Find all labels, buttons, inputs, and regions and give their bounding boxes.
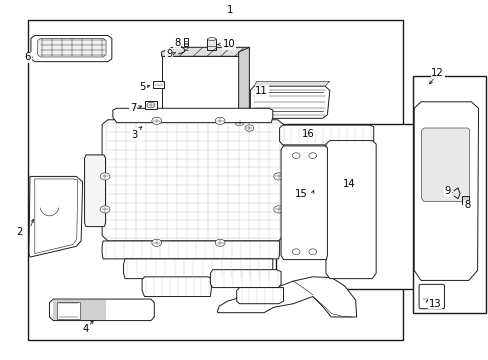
Polygon shape bbox=[68, 300, 76, 320]
Bar bbox=[462, 196, 468, 204]
Text: 11: 11 bbox=[255, 86, 267, 96]
Text: 4: 4 bbox=[83, 324, 89, 334]
Polygon shape bbox=[421, 128, 469, 202]
Polygon shape bbox=[83, 300, 90, 320]
Polygon shape bbox=[210, 270, 281, 288]
Circle shape bbox=[100, 206, 110, 213]
Circle shape bbox=[215, 117, 224, 125]
Polygon shape bbox=[254, 81, 329, 86]
Text: 13: 13 bbox=[428, 299, 441, 309]
Text: 8: 8 bbox=[174, 38, 180, 48]
Polygon shape bbox=[236, 288, 283, 304]
Bar bbox=[27, 21, 402, 339]
Circle shape bbox=[273, 173, 283, 180]
Bar bbox=[153, 81, 163, 88]
Polygon shape bbox=[102, 241, 279, 259]
Polygon shape bbox=[38, 39, 106, 57]
Bar bbox=[276, 125, 427, 289]
Ellipse shape bbox=[207, 38, 216, 41]
Text: 9: 9 bbox=[444, 186, 450, 197]
Polygon shape bbox=[91, 300, 98, 320]
Polygon shape bbox=[123, 259, 272, 279]
Polygon shape bbox=[35, 179, 78, 253]
Polygon shape bbox=[49, 299, 154, 320]
Circle shape bbox=[292, 249, 300, 255]
Text: 8: 8 bbox=[463, 200, 469, 210]
Polygon shape bbox=[113, 108, 272, 123]
Circle shape bbox=[215, 239, 224, 246]
Text: 16: 16 bbox=[302, 129, 314, 139]
Polygon shape bbox=[53, 300, 61, 320]
Polygon shape bbox=[31, 36, 112, 62]
Text: 2: 2 bbox=[16, 227, 22, 237]
Text: 10: 10 bbox=[222, 40, 235, 49]
Polygon shape bbox=[217, 277, 356, 317]
Text: 12: 12 bbox=[430, 68, 443, 78]
Polygon shape bbox=[325, 140, 375, 279]
Polygon shape bbox=[281, 146, 327, 260]
FancyBboxPatch shape bbox=[418, 284, 444, 309]
Bar bbox=[207, 39, 216, 50]
Text: 9: 9 bbox=[165, 49, 172, 59]
Text: 15: 15 bbox=[295, 189, 307, 199]
Bar bbox=[183, 39, 188, 46]
Polygon shape bbox=[161, 56, 238, 116]
Circle shape bbox=[292, 153, 300, 158]
Polygon shape bbox=[238, 47, 249, 116]
Polygon shape bbox=[29, 176, 82, 257]
Polygon shape bbox=[61, 300, 68, 320]
Text: 14: 14 bbox=[343, 179, 355, 189]
Polygon shape bbox=[102, 120, 283, 241]
Circle shape bbox=[152, 117, 161, 125]
Polygon shape bbox=[413, 102, 478, 280]
Polygon shape bbox=[279, 125, 373, 145]
Polygon shape bbox=[76, 300, 83, 320]
Polygon shape bbox=[84, 155, 105, 226]
Text: 3: 3 bbox=[131, 130, 138, 140]
Circle shape bbox=[308, 153, 316, 158]
Circle shape bbox=[273, 206, 283, 213]
Text: 5: 5 bbox=[140, 82, 146, 93]
Text: 7: 7 bbox=[130, 103, 136, 113]
Text: 6: 6 bbox=[24, 52, 31, 62]
Bar bbox=[57, 302, 80, 319]
Bar bbox=[145, 101, 157, 109]
Circle shape bbox=[308, 249, 316, 255]
Polygon shape bbox=[98, 300, 105, 320]
Bar bbox=[412, 76, 485, 313]
Polygon shape bbox=[142, 277, 211, 297]
Polygon shape bbox=[250, 86, 329, 118]
Circle shape bbox=[152, 239, 161, 246]
Polygon shape bbox=[161, 47, 249, 56]
Text: 1: 1 bbox=[226, 5, 233, 15]
Circle shape bbox=[100, 173, 110, 180]
